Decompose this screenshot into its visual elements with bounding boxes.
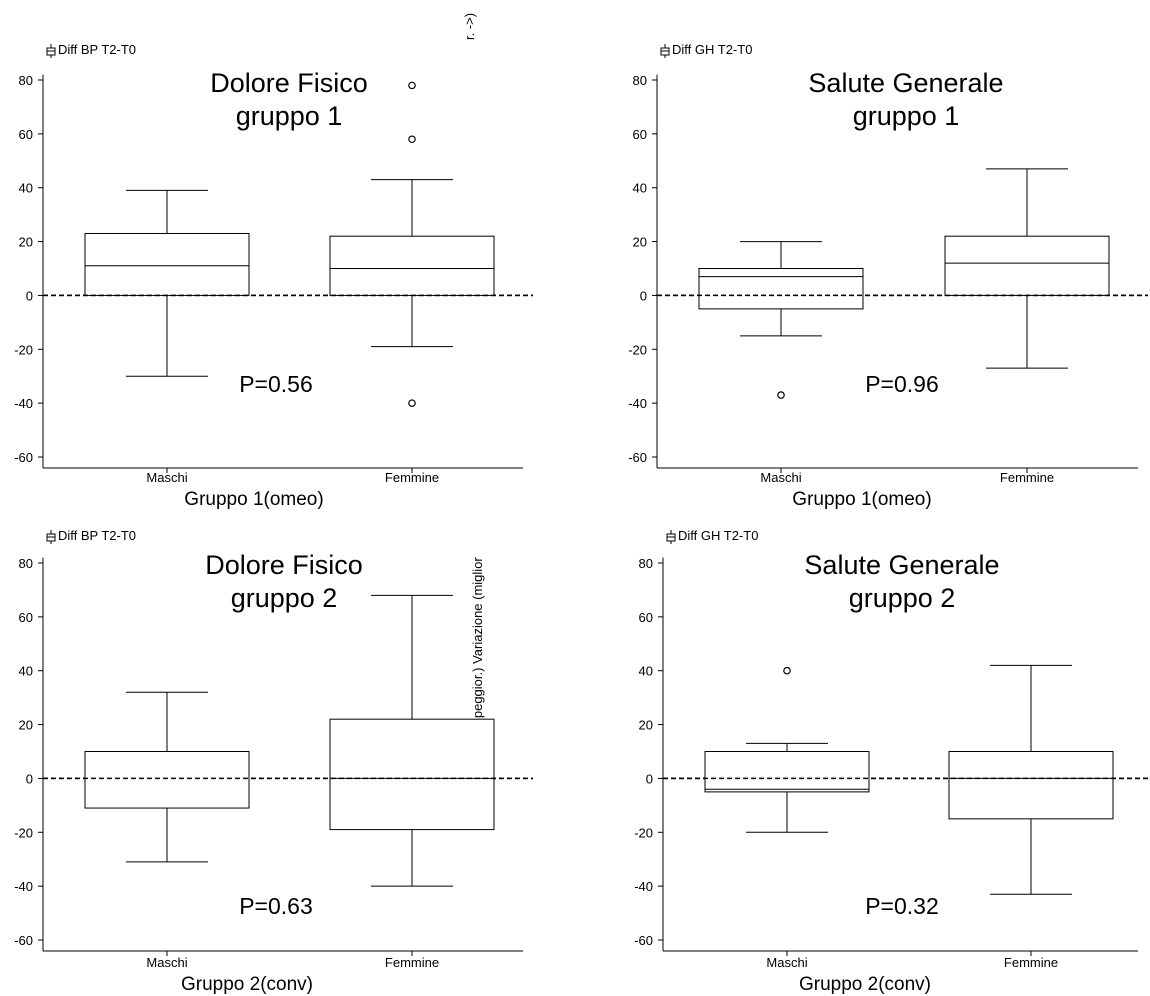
chart-subtitle: gruppo 1 [236,101,343,131]
y-tick-label: 80 [639,556,653,571]
y-tick-label: -40 [634,879,653,894]
y-tick-label: -20 [634,825,653,840]
rotated-ylabel-fragment-top: r. ->) [462,13,477,40]
category-label-maschi: Maschi [146,955,187,970]
x-axis-title: Gruppo 1(omeo) [184,489,323,510]
chart-title: Salute Generale [804,550,999,580]
y-tick-label: 60 [19,127,33,142]
x-axis-title: Gruppo 2(conv) [181,974,313,995]
y-tick-label: 0 [26,771,33,786]
chart-title: Dolore Fisico [210,68,368,98]
chart-subtitle: gruppo 2 [849,583,956,613]
chart-title: Dolore Fisico [205,550,363,580]
y-tick-label: 60 [633,127,647,142]
y-tick-label: 80 [19,73,33,88]
box-femmine [329,718,495,831]
y-tick-label: -40 [14,396,33,411]
variable-label: Diff GH T2-T0 [678,528,758,543]
box-maschi [704,751,870,793]
y-tick-label: 0 [646,771,653,786]
rotated-ylabel-fragment-mid: (<- peggior.) Variazione (miglior [470,557,485,738]
y-tick-label: 20 [19,235,33,250]
y-tick-label: -60 [634,933,653,948]
category-label-femmine: Femmine [1000,470,1054,485]
category-label-femmine: Femmine [385,470,439,485]
category-label-maschi: Maschi [760,470,801,485]
outlier-point [783,666,791,675]
p-value-annotation: P=0.63 [239,893,313,919]
box-femmine [944,235,1110,296]
box-maschi [84,232,250,296]
y-tick-label: -20 [628,342,647,357]
y-tick-label: 0 [640,288,647,303]
y-tick-label: 80 [633,73,647,88]
y-tick-label: 20 [19,718,33,733]
y-tick-label: 20 [633,235,647,250]
variable-label: Diff BP T2-T0 [58,528,136,543]
chart-subtitle: gruppo 1 [853,101,960,131]
x-axis-title: Gruppo 1(omeo) [792,489,931,510]
x-axis-title: Gruppo 2(conv) [799,974,931,995]
outlier-point [408,399,416,407]
y-tick-label: 60 [639,610,653,625]
box-maschi [84,751,250,809]
box-femmine [329,235,495,296]
y-tick-label: 40 [633,181,647,196]
y-tick-label: 20 [639,718,653,733]
y-tick-label: -60 [628,450,647,465]
y-tick-label: 40 [19,664,33,679]
box-femmine [948,751,1114,820]
y-tick-label: -20 [14,342,33,357]
category-label-maschi: Maschi [146,470,187,485]
box-maschi [698,268,864,310]
p-value-annotation: P=0.56 [239,371,313,397]
p-value-annotation: P=0.96 [865,371,939,397]
outlier-point [777,391,785,399]
y-tick-label: -40 [14,879,33,894]
category-label-femmine: Femmine [1004,955,1058,970]
y-tick-label: -60 [14,933,33,948]
y-tick-label: -20 [14,825,33,840]
y-tick-label: 0 [26,288,33,303]
y-tick-label: -40 [628,396,647,411]
variable-label: Diff GH T2-T0 [672,42,752,57]
y-tick-label: 80 [19,556,33,571]
chart-title: Salute Generale [808,68,1003,98]
category-label-maschi: Maschi [766,955,807,970]
outlier-point [408,135,416,144]
p-value-annotation: P=0.32 [865,893,939,919]
variable-label: Diff BP T2-T0 [58,42,136,57]
y-tick-label: 60 [19,610,33,625]
category-label-femmine: Femmine [385,955,439,970]
y-tick-label: -60 [14,450,33,465]
y-tick-label: 40 [19,181,33,196]
y-tick-label: 40 [639,664,653,679]
chart-subtitle: gruppo 2 [231,583,338,613]
outlier-point [408,81,416,90]
